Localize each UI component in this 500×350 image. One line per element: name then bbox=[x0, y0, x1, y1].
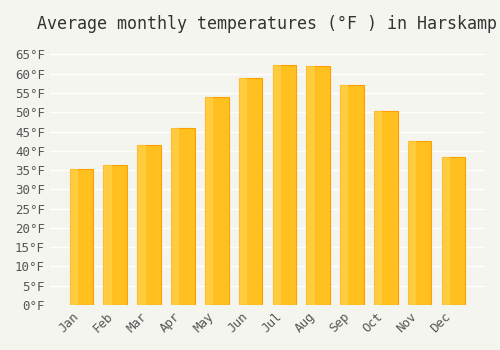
Bar bbox=[442, 156, 465, 305]
Bar bbox=[104, 165, 112, 305]
Bar bbox=[306, 66, 314, 305]
Bar bbox=[442, 156, 450, 305]
Bar bbox=[340, 85, 364, 305]
Bar bbox=[306, 66, 330, 305]
Bar bbox=[70, 169, 78, 305]
Bar bbox=[272, 65, 281, 305]
Bar bbox=[205, 97, 213, 305]
Bar bbox=[408, 141, 416, 305]
Bar bbox=[374, 111, 382, 305]
Bar bbox=[104, 165, 127, 305]
Title: Average monthly temperatures (°F ) in Harskamp: Average monthly temperatures (°F ) in Ha… bbox=[38, 15, 498, 33]
Bar bbox=[138, 146, 161, 305]
Bar bbox=[70, 169, 94, 305]
Bar bbox=[340, 85, 348, 305]
Bar bbox=[138, 146, 145, 305]
Bar bbox=[408, 141, 432, 305]
Bar bbox=[374, 111, 398, 305]
Bar bbox=[171, 128, 194, 305]
Bar bbox=[238, 78, 247, 305]
Bar bbox=[205, 97, 229, 305]
Bar bbox=[238, 78, 262, 305]
Bar bbox=[171, 128, 179, 305]
Bar bbox=[272, 65, 296, 305]
